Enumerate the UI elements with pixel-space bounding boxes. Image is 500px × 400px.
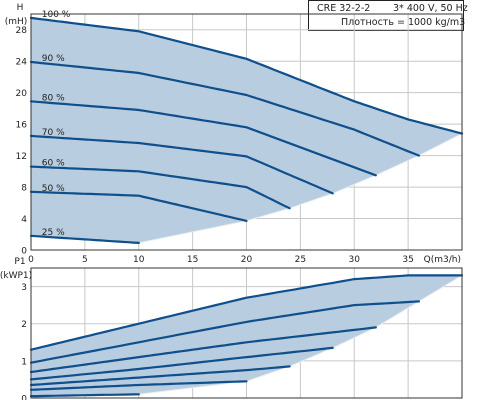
y-axis-unit: (mH) [5,17,28,27]
y-tick-label: 20 [16,89,28,99]
y-tick-label: 2 [21,320,27,330]
x-tick-label: 0 [28,255,34,265]
fluid-density: Плотность = 1000 kg/m3 [341,17,466,28]
x-tick-label: 25 [295,255,306,265]
speed-label: 70 % [42,128,65,138]
y-tick-label: 24 [16,58,28,68]
y-tick-label: 1 [21,357,27,367]
speed-curve-25 [29,393,140,398]
speed-curve-70 [29,346,334,381]
y-tick-label: 0 [21,395,27,400]
x-tick-label: 20 [241,255,253,265]
y-tick-label: 0 [21,247,27,257]
speed-label: 100 % [42,10,71,20]
y-tick-label: 4 [21,215,27,225]
speed-curve-70 [29,134,334,195]
x-tick-label: 5 [82,255,88,265]
speed-label: 90 % [42,54,65,64]
speed-label: 80 % [42,93,65,103]
speed-curve-25 [29,234,140,244]
speed-curve-80 [29,326,377,374]
speed-curve-80 [29,100,377,177]
speed-label: 50 % [42,184,65,194]
speed-curve-50 [29,190,248,222]
speed-curve-90 [29,60,420,157]
x-tick-label: 10 [133,255,145,265]
speed-curve-60 [29,165,291,210]
x-tick-label: 35 [402,255,413,265]
power-supply: 3* 400 V, 50 Hz [393,3,468,14]
y-tick-label: 28 [16,26,28,36]
speed-curve-100 [29,16,464,135]
plot-frame [30,267,463,399]
pump-model: CRE 32-2-2 [317,3,371,14]
x-tick-label: 15 [187,255,198,265]
speed-curve-90 [29,300,420,364]
operating-range-area [31,17,462,243]
y-tick-label: 16 [16,121,28,131]
speed-label: 60 % [42,159,65,169]
y-tick-label: 3 [21,283,27,293]
plot-frame [30,13,463,251]
y-tick-label: 12 [16,152,27,162]
x-axis-title: Q(m3/h) [424,255,461,265]
speed-curve-60 [29,365,291,387]
y-axis-title: P1 [14,257,25,267]
y-tick-label: 8 [21,184,27,194]
y-axis-unit: (kWP1) [0,271,32,281]
speed-curve-50 [29,380,248,391]
x-tick-label: 30 [349,255,361,265]
y-axis-title: H [17,3,24,13]
speed-curve-100 [29,274,464,351]
speed-label: 25 % [42,228,65,238]
pump-info-box: CRE 32-2-2 3* 400 V, 50 Hz Плотность = 1… [308,0,468,31]
